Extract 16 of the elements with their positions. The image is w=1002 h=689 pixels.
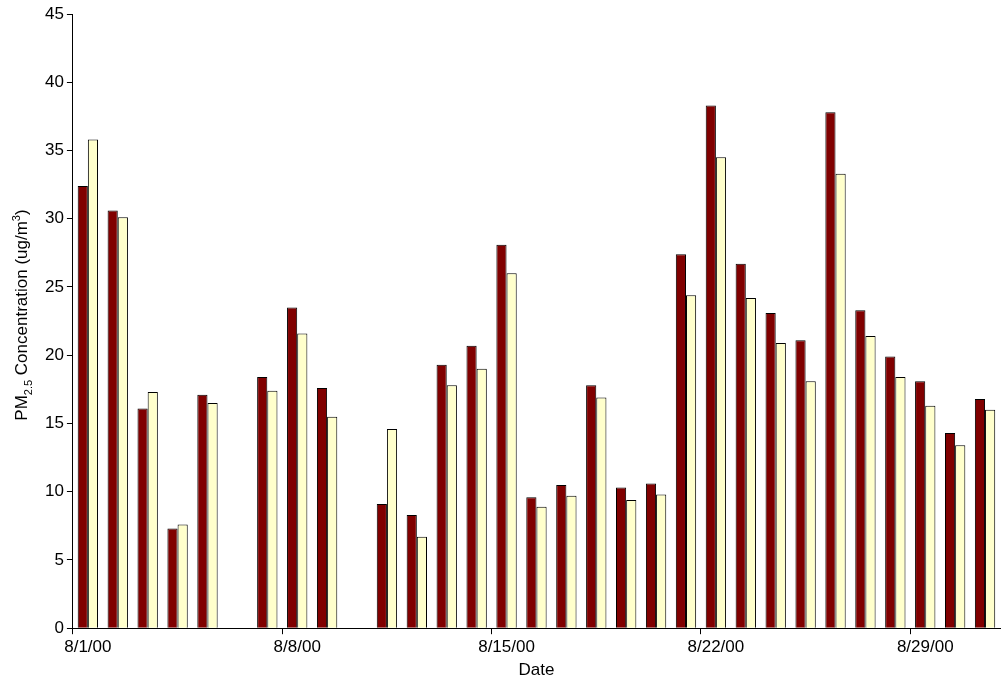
- x-axis-title: Date: [518, 660, 555, 680]
- y-tick-label: 30: [44, 208, 64, 228]
- x-tick-label: 8/8/00: [273, 637, 321, 657]
- y-tick-label: 0: [54, 617, 64, 637]
- y-tick-label: 15: [44, 413, 64, 433]
- y-tick-label: 20: [44, 344, 64, 364]
- y-tick-label: 40: [44, 71, 64, 91]
- x-tick-label: 8/1/00: [64, 637, 112, 657]
- x-tick-label: 8/29/00: [896, 637, 954, 657]
- x-tick-label: 8/15/00: [478, 637, 535, 657]
- y-tick-label: 10: [44, 481, 64, 501]
- y-tick-label: 35: [44, 140, 64, 160]
- y-tick-label: 45: [44, 3, 64, 23]
- x-tick-label: 8/22/00: [687, 637, 745, 657]
- y-tick-label: 5: [54, 549, 64, 569]
- y-tick-label: 25: [44, 276, 64, 296]
